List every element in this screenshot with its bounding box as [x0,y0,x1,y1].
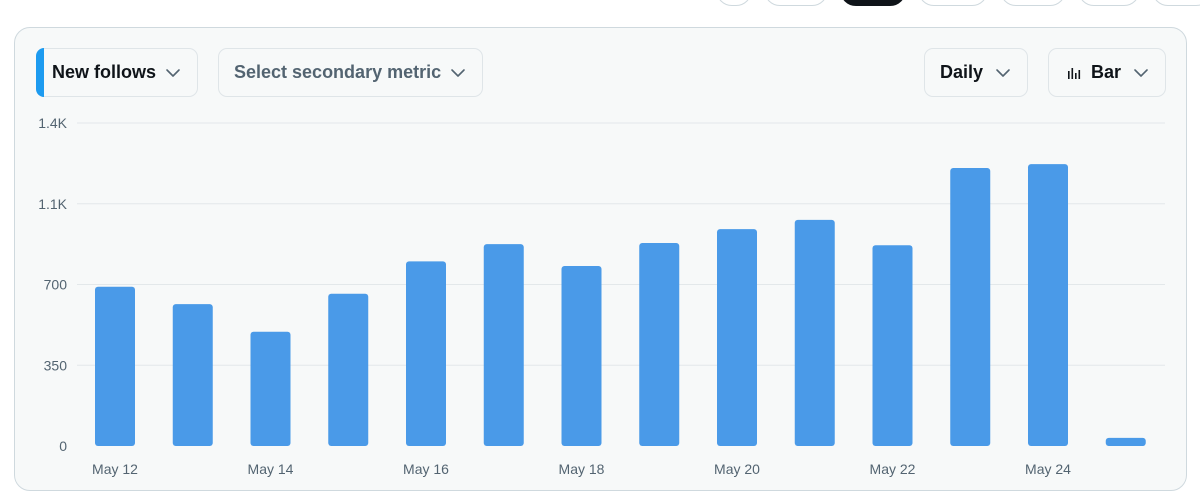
bar-may-13[interactable] [172,304,213,446]
bar-may-16[interactable] [406,261,446,446]
bar-may-18[interactable] [561,266,602,446]
x-tick-label: May 16 [403,461,449,477]
bar-chart-icon [1067,66,1081,80]
y-tick-label: 1.4K [38,115,67,131]
secondary-metric-label: Select secondary metric [234,62,442,82]
bar-may-15[interactable] [328,293,369,446]
x-tick-label: May 12 [92,461,138,477]
y-tick-label: 700 [44,277,68,293]
bar-may-17[interactable] [483,244,524,446]
bar-may-25[interactable] [1105,437,1146,446]
gridlines [77,122,1165,366]
y-tick-label: 1.1K [38,196,67,212]
bar-may-12[interactable] [95,286,135,446]
chevron-down-icon [451,69,465,77]
y-axis-ticks: 0 350 700 1.1K 1.4K [38,115,67,454]
x-axis-ticks: May 12 May 14 May 16 May 18 May 20 May 22 May … [92,461,1071,477]
secondary-metric-dropdown[interactable]: Select secondary metric [218,48,483,97]
y-tick-label: 0 [59,438,67,454]
primary-metric-dropdown[interactable]: New follows [36,48,198,97]
x-tick-label: May 24 [1025,461,1071,477]
chevron-down-icon [996,69,1010,77]
x-tick-label: May 18 [559,461,605,477]
primary-metric-accent [36,48,44,97]
bar-may-24[interactable] [1028,164,1068,446]
chart-type-dropdown[interactable]: Bar [1048,48,1166,97]
primary-metric-label: New follows [52,62,157,82]
bar-may-14[interactable] [250,331,291,446]
interval-label: Daily [940,62,984,82]
bar-may-23[interactable] [950,167,991,446]
x-tick-label: May 14 [248,461,294,477]
bar-may-19[interactable] [639,242,680,446]
bar-may-20[interactable] [717,229,757,446]
chevron-down-icon [166,69,180,77]
interval-dropdown[interactable]: Daily [924,48,1028,97]
y-tick-label: 350 [44,357,68,373]
bars [95,164,1146,446]
x-tick-label: May 20 [714,461,760,477]
bar-may-22[interactable] [872,245,913,446]
chevron-down-icon [1134,69,1148,77]
chart-type-label: Bar [1091,62,1122,82]
x-tick-label: May 22 [870,461,916,477]
bar-may-21[interactable] [794,219,835,446]
